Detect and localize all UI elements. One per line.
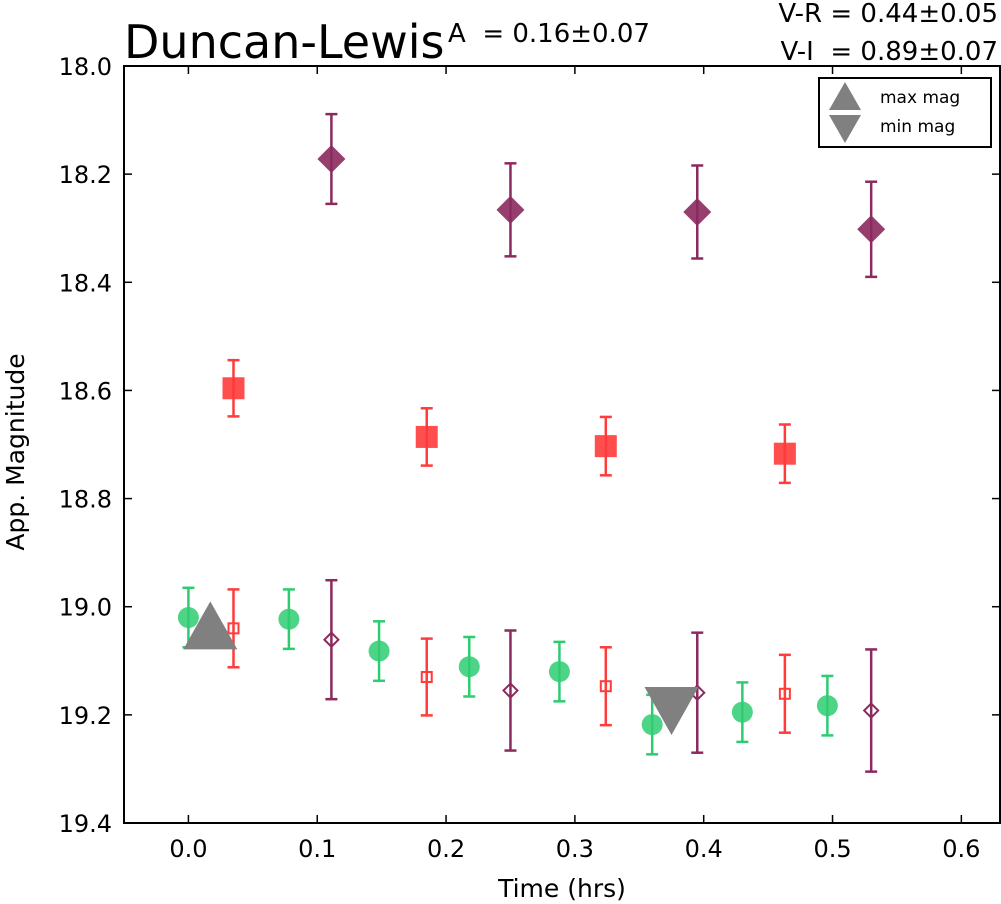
error-bar [865, 648, 878, 773]
y-tick-label: 19.4 [59, 810, 112, 838]
x-tick-label: 0.1 [298, 835, 336, 863]
series-5 [322, 578, 880, 773]
data-point [641, 714, 663, 736]
amplitude-annotation: A = 0.16±0.07 [448, 19, 650, 49]
data-point [816, 695, 838, 717]
v-r-color-annotation: V-R = 0.44±0.05 [778, 0, 998, 29]
series-4 [227, 588, 791, 734]
x-tick-label: 0.4 [685, 835, 723, 863]
error-bar [691, 631, 704, 754]
data-point [778, 687, 791, 700]
data-point [368, 640, 390, 662]
data-point [599, 680, 612, 693]
series-1 [317, 112, 886, 279]
plot-marks [177, 112, 886, 773]
data-point [317, 145, 346, 174]
y-axis-label: App. Magnitude [1, 353, 30, 550]
data-point [862, 702, 880, 719]
legend-label: min mag [880, 117, 955, 137]
legend-entry: min mag [829, 115, 955, 143]
max-mag-marker [183, 601, 238, 650]
min-mag-marker [644, 687, 699, 736]
legend: max mag min mag [818, 77, 992, 148]
data-point [458, 656, 480, 678]
data-point [415, 425, 438, 448]
y-tick-label: 18.2 [59, 161, 112, 189]
x-tick-label: 0.2 [427, 835, 465, 863]
data-point [683, 197, 712, 226]
data-point [177, 607, 199, 629]
x-axis-label: Time (hrs) [497, 874, 626, 903]
error-bar [504, 629, 517, 752]
data-point [857, 215, 886, 244]
data-point [548, 661, 570, 683]
error-bar [325, 578, 338, 701]
x-tick-label: 0.6 [942, 835, 980, 863]
data-point [496, 195, 525, 224]
legend-min-marker [829, 115, 861, 143]
x-tick-label: 0.0 [169, 835, 207, 863]
x-tick-label: 0.3 [556, 835, 594, 863]
error-bar [778, 653, 791, 734]
v-i-color-annotation: V-I = 0.89±0.07 [781, 37, 998, 67]
y-tick-label: 18.4 [59, 269, 112, 297]
data-point [227, 622, 240, 635]
data-point [222, 377, 245, 400]
error-bar [420, 637, 433, 717]
y-tick-label: 18.8 [59, 486, 112, 514]
error-bar [599, 646, 612, 727]
error-bar [227, 588, 240, 669]
data-point [322, 631, 340, 649]
y-tick-label: 18.0 [59, 53, 112, 81]
chart-title: Duncan-Lewis [124, 15, 444, 69]
data-point [731, 701, 753, 723]
y-tick-label: 18.6 [59, 377, 112, 405]
legend-entry: max mag [829, 82, 960, 110]
legend-max-marker [829, 82, 861, 110]
series-2 [222, 358, 796, 485]
plot-frame [123, 65, 1001, 824]
data-point [420, 671, 433, 684]
series-3 [177, 586, 838, 756]
legend-label: max mag [880, 88, 960, 108]
x-tick-label: 0.5 [813, 835, 851, 863]
data-point [594, 435, 617, 458]
data-point [278, 608, 300, 630]
axis-ticks: 0.0 0.1 0.2 0.3 0.4 0.5 0.6 18.0 18.2 18.4 18.6 18.… [59, 53, 1000, 863]
y-tick-label: 19.0 [59, 594, 112, 622]
data-point [502, 682, 519, 699]
data-point [773, 442, 796, 465]
y-tick-label: 19.2 [59, 702, 112, 730]
